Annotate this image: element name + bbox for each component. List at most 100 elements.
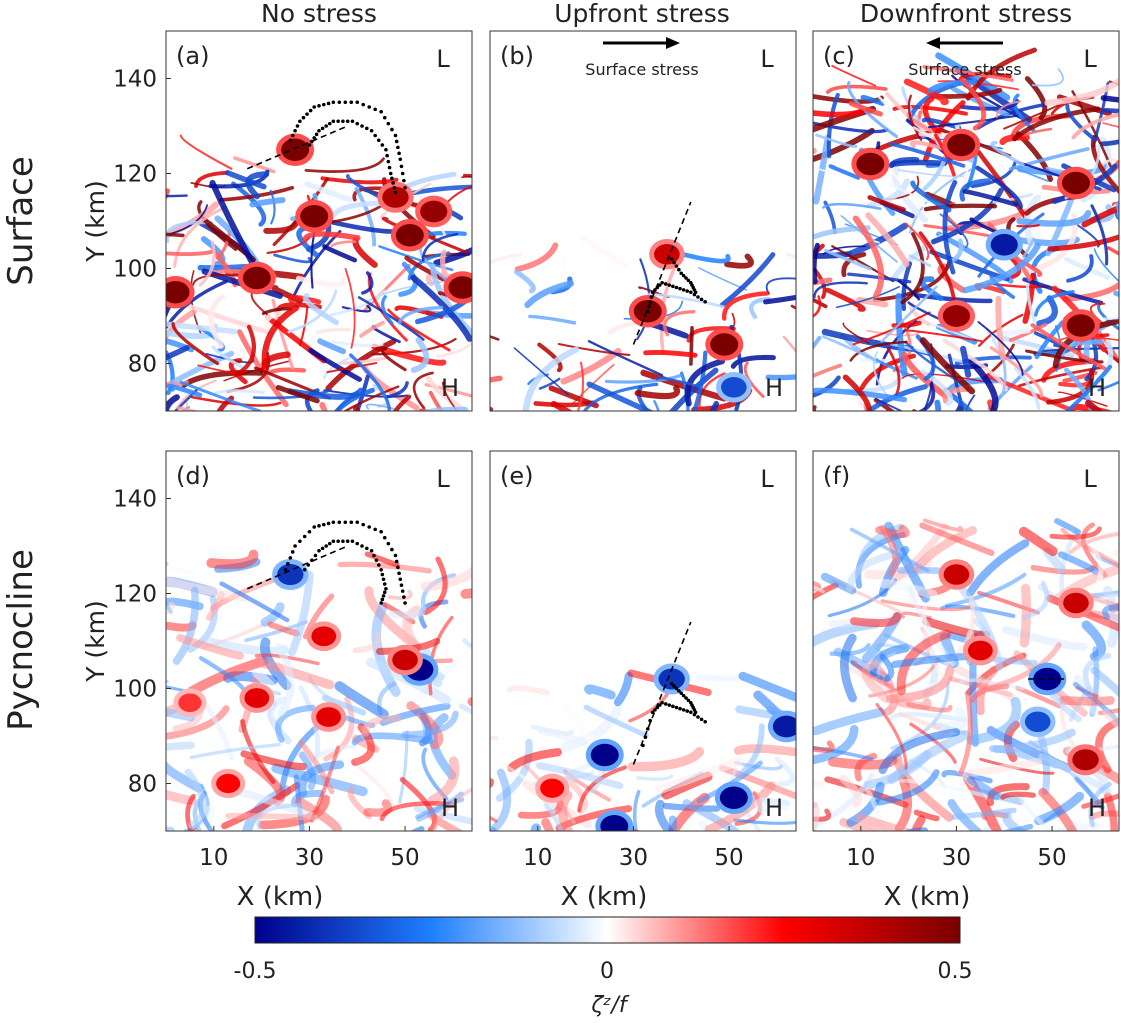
panel-a-filament xyxy=(342,385,400,411)
panel-c-field xyxy=(813,31,1119,411)
panel-c-filament xyxy=(813,387,908,403)
panel-e-track-dot xyxy=(667,703,672,707)
panel-b-filament xyxy=(663,310,696,337)
panel-a-track-dot xyxy=(320,126,325,131)
panel-a-ytick-label: 100 xyxy=(113,257,157,283)
panel-f-filament xyxy=(887,711,968,723)
panel-d-track-dot xyxy=(337,520,342,525)
panel-c-filament xyxy=(987,399,997,411)
panel-c-filament xyxy=(813,251,853,259)
panel-d-track-dot xyxy=(336,539,340,544)
panel-a-filament xyxy=(338,355,390,365)
panel-e-filament xyxy=(654,799,675,831)
panel-a-track-dot xyxy=(355,121,360,126)
panel-b-filament xyxy=(550,400,574,411)
panel-d-track-dot xyxy=(306,563,311,567)
panel-c-filament xyxy=(1106,246,1119,256)
panel-a-filament xyxy=(392,394,412,411)
panel-e-filament xyxy=(494,819,554,831)
panel-c-filament xyxy=(913,292,993,304)
panel-a-track-dot xyxy=(327,121,332,126)
panel-f-field xyxy=(813,451,1119,831)
panel-d-filament xyxy=(166,826,175,831)
panel-d-track-dot xyxy=(380,572,385,577)
panel-f-filament xyxy=(1059,695,1115,706)
panel-d-track-dot xyxy=(386,541,391,546)
panel-f-filament xyxy=(1074,776,1105,811)
panel-d-track-dot xyxy=(382,582,387,586)
panel-a-filament xyxy=(180,405,191,411)
panel-a-vortex xyxy=(300,205,329,228)
panel-d-xtick-label: 50 xyxy=(390,845,419,871)
panel-a-filament xyxy=(166,298,174,391)
panel-a-filament xyxy=(233,156,276,174)
panel-b-track-dot xyxy=(703,299,707,304)
panel-d-filament xyxy=(221,782,301,830)
panel-c-filament xyxy=(821,335,876,362)
panel-f-filament xyxy=(944,572,1027,608)
panel-f-filament xyxy=(982,826,993,831)
panel-c-filament xyxy=(828,164,861,180)
panel-a-filament xyxy=(267,367,307,376)
panel-b-track-dot xyxy=(674,285,679,290)
panel-e-filament xyxy=(738,671,796,703)
colorbar-gradient xyxy=(254,916,961,944)
panel-c-filament xyxy=(865,212,910,268)
panel-f-filament xyxy=(878,728,961,775)
panel-c-filament xyxy=(922,65,1014,82)
panel-a-track-dot xyxy=(386,121,391,126)
panel-e-filament xyxy=(754,797,790,815)
panel-a-track-dot xyxy=(312,105,317,109)
panel-a-filament xyxy=(352,405,361,411)
panel-c-filament xyxy=(959,178,991,202)
panel-e-track-dot xyxy=(689,710,693,715)
panel-a-filament xyxy=(263,220,299,234)
panel-d-filament xyxy=(206,549,259,569)
panel-d-track-dot xyxy=(402,595,406,599)
panel-d-xtick-label: 10 xyxy=(199,845,228,871)
panel-f-filament xyxy=(1102,604,1119,620)
panel-c-filament xyxy=(907,94,923,141)
panel-b-track-dot xyxy=(653,288,657,292)
panel-c-filament xyxy=(813,127,875,163)
panel-e-track-dot xyxy=(669,681,674,686)
panel-d-filament xyxy=(176,634,245,660)
panel-b-filament xyxy=(743,361,765,399)
panel-d-filament xyxy=(297,760,345,798)
panel-b-track-dot xyxy=(679,271,684,276)
panel-f-filament xyxy=(885,665,955,704)
panel-d-section-line xyxy=(246,545,349,590)
panel-b-filament xyxy=(524,280,575,309)
panel-d-track-dot xyxy=(369,548,374,553)
panel-a-low-label: L xyxy=(436,45,450,73)
panel-c-filament xyxy=(1097,303,1119,330)
panel-e: (e) L H 10 30 50 X (km) xyxy=(489,450,797,912)
panel-b-track-dot xyxy=(657,283,662,287)
panel-d-filament xyxy=(460,588,472,599)
panel-f-vortex xyxy=(967,640,993,661)
panel-d-track-dot xyxy=(399,583,404,587)
panel-f-vortex xyxy=(1072,749,1099,771)
panel-e-filament xyxy=(541,818,554,831)
panel-a-track-dot xyxy=(336,119,340,124)
panel-c-filament xyxy=(1065,103,1098,142)
panel-a-filament xyxy=(261,307,293,316)
panel-c-filament xyxy=(1014,367,1041,410)
panel-f-filament xyxy=(1102,709,1119,732)
panel-a-track-dot xyxy=(390,127,394,132)
panel-d-filament xyxy=(351,732,433,746)
panel-b-vortex xyxy=(721,377,747,398)
panel-f-xlabel: X (km) xyxy=(884,882,971,912)
panel-e-vortex xyxy=(719,786,748,809)
panel-a-frame xyxy=(165,30,473,412)
panel-b-filament xyxy=(634,385,680,400)
panel-b-filament xyxy=(655,376,699,388)
panel-d-track-dot xyxy=(288,556,293,560)
panel-a-track-dot xyxy=(379,109,383,114)
panel-c-filament xyxy=(813,335,822,351)
panel-b-filament xyxy=(785,252,796,259)
panel-d-track-dot xyxy=(374,558,379,563)
panel-a-filament xyxy=(441,381,459,411)
panel-b-vortex xyxy=(710,333,739,356)
panel-f-filament xyxy=(1099,592,1119,601)
